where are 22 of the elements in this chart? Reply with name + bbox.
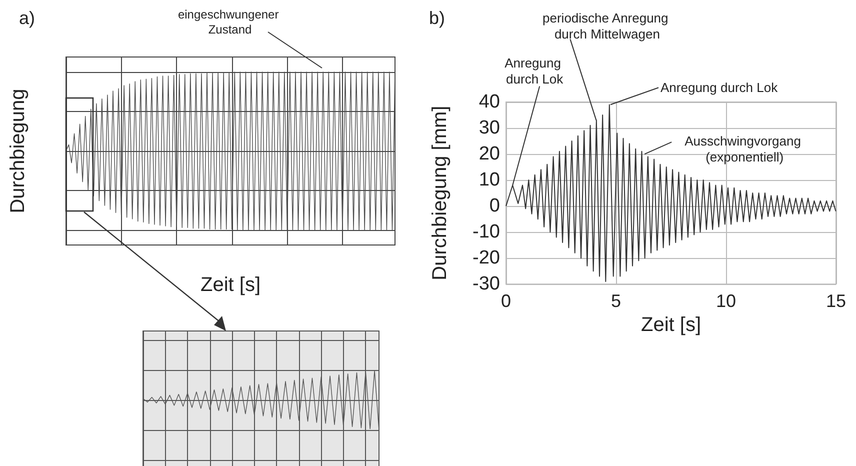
x-axis-title: Zeit [s] xyxy=(640,314,702,336)
y-axis-title: Durchbiegung xyxy=(7,88,29,214)
y-tick-label: -10 xyxy=(472,222,500,243)
y-tick-label: 20 xyxy=(478,144,500,165)
chart-title: a) xyxy=(19,8,36,28)
y-tick-label: 10 xyxy=(478,170,500,191)
annotation: Anregung durch Lok xyxy=(660,80,778,96)
y-tick-label: -20 xyxy=(472,248,500,269)
x-tick-label: 5 xyxy=(610,291,622,312)
annotation: Ausschwingvorgang (exponentiell) xyxy=(684,134,805,165)
text: eingeschwungener Zustand xyxy=(178,8,282,36)
chart-title: b) xyxy=(429,8,446,28)
x-axis-title: Zeit [s] xyxy=(200,274,261,296)
y-axis-title: Durchbiegung [mm] xyxy=(429,106,451,280)
annotation: Anregung durch Lok xyxy=(504,56,565,87)
y-tick-label: 30 xyxy=(478,118,500,139)
x-tick-label: 15 xyxy=(826,291,846,312)
x-tick-label: 10 xyxy=(716,291,736,312)
y-tick-label: -30 xyxy=(472,274,500,295)
annotation: periodische Anregung durch Mittelwagen xyxy=(542,10,672,42)
y-tick-label: 40 xyxy=(478,92,500,112)
y-tick-label: 0 xyxy=(489,196,500,217)
